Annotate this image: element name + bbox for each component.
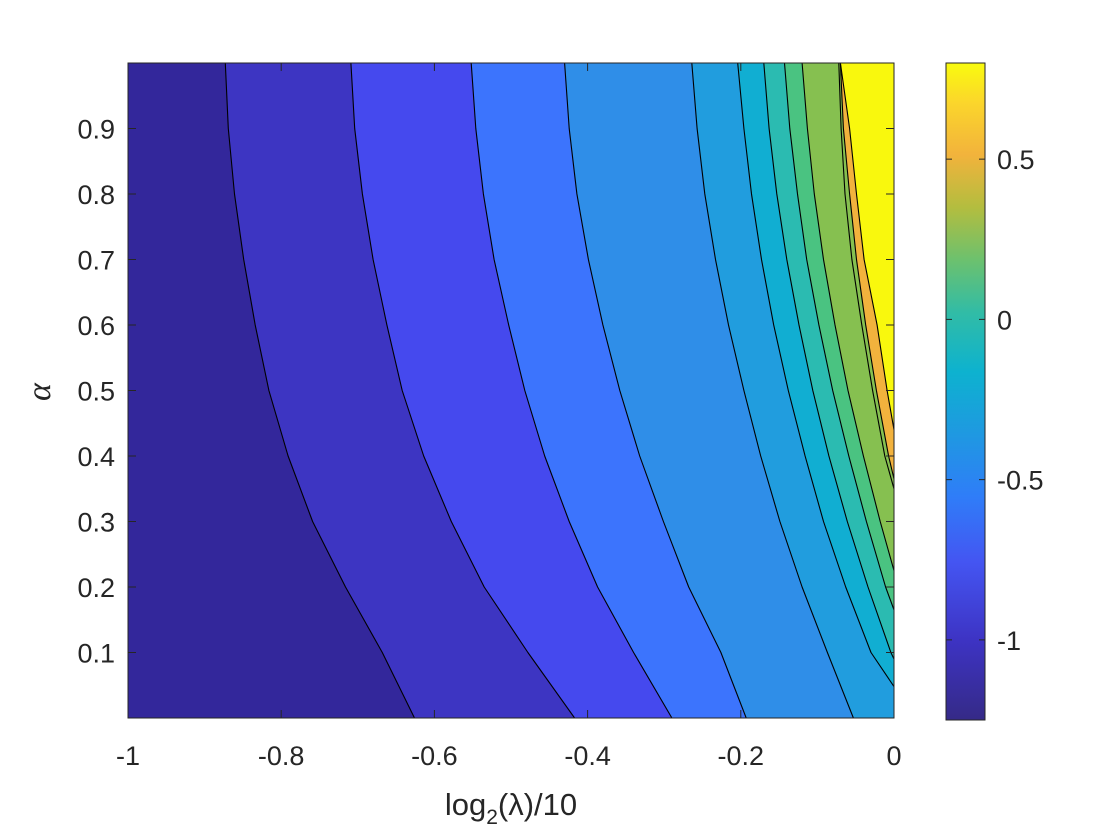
contour-line: [564, 63, 747, 718]
contour-line: [470, 63, 673, 718]
colorbar-ticks: -1 -0.5 0 0.5: [946, 145, 1044, 656]
y-tick-label: 0.4: [77, 442, 115, 472]
x-tick-label: -0.4: [564, 741, 611, 771]
colorbar-tick-label: 0: [997, 305, 1012, 335]
y-tick-label: 0.6: [77, 311, 115, 341]
colorbar-tick-label: -1: [997, 626, 1021, 656]
colorbar: -1 -0.5 0 0.5: [945, 62, 1044, 721]
y-tick-label: 0.1: [77, 639, 115, 669]
contour-lines: [224, 63, 894, 718]
y-tick-label: 0.3: [77, 508, 115, 538]
contour-line: [839, 63, 894, 480]
x-tick-label: -0.6: [411, 741, 458, 771]
y-axis-label: α: [21, 382, 58, 401]
y-axis-ticks: 0.1 0.2 0.3 0.4 0.5 0.6 0.7 0.8 0.9: [77, 115, 894, 669]
contour-line: [763, 63, 894, 660]
x-axis-label: log2(λ)/10: [445, 787, 577, 829]
y-tick-label: 0.7: [77, 246, 115, 276]
colorbar-tick-label: -0.5: [997, 466, 1044, 496]
x-axis-ticks: -1 -0.8 -0.6 -0.4 -0.2 0: [116, 63, 902, 771]
contour-line: [691, 63, 854, 718]
contour-line: [224, 63, 415, 718]
x-tick-label: -1: [116, 741, 140, 771]
contour-bands: [128, 63, 894, 718]
contour-band: [128, 63, 415, 718]
x-tick-label: 0: [886, 741, 901, 771]
y-tick-label: 0.2: [77, 573, 115, 603]
contour-line: [737, 63, 894, 687]
contour-line: [838, 63, 894, 489]
colorbar-tick-label: 0.5: [997, 145, 1035, 175]
y-tick-label: 0.5: [77, 377, 115, 407]
x-tick-label: -0.2: [718, 741, 765, 771]
colorbar-gradient: [945, 62, 986, 721]
contour-line: [350, 63, 576, 718]
y-tick-label: 0.8: [77, 180, 115, 210]
y-tick-label: 0.9: [77, 115, 115, 145]
contour-line: [801, 63, 894, 571]
x-tick-label: -0.8: [258, 741, 305, 771]
contour-plot-area: [128, 63, 894, 718]
contour-line: [783, 63, 894, 611]
